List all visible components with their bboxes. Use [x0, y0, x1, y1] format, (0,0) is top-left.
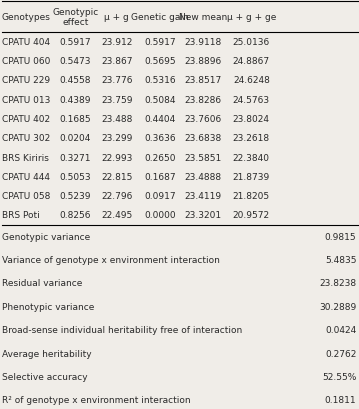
Text: CPATU 013: CPATU 013	[2, 96, 50, 104]
Text: 0.5239: 0.5239	[60, 192, 91, 200]
Text: 23.7606: 23.7606	[184, 115, 222, 124]
Text: CPATU 302: CPATU 302	[2, 134, 50, 143]
Text: Residual variance: Residual variance	[2, 279, 82, 288]
Text: 30.2889: 30.2889	[319, 302, 356, 311]
Text: Phenotypic variance: Phenotypic variance	[2, 302, 94, 311]
Text: 21.8739: 21.8739	[233, 173, 270, 181]
Text: 22.993: 22.993	[101, 153, 132, 162]
Text: 23.6838: 23.6838	[184, 134, 222, 143]
Text: 23.4888: 23.4888	[184, 173, 222, 181]
Text: Broad-sense individual heritability free of interaction: Broad-sense individual heritability free…	[2, 326, 242, 334]
Text: R² of genotype x environment interaction: R² of genotype x environment interaction	[2, 396, 190, 404]
Text: New mean: New mean	[179, 13, 227, 22]
Text: 22.495: 22.495	[101, 211, 132, 220]
Text: 0.5917: 0.5917	[60, 38, 91, 47]
Text: 23.8286: 23.8286	[184, 96, 222, 104]
Text: Selective accuracy: Selective accuracy	[2, 372, 88, 381]
Text: 23.8517: 23.8517	[184, 76, 222, 85]
Text: CPATU 229: CPATU 229	[2, 76, 50, 85]
Text: 0.0000: 0.0000	[144, 211, 176, 220]
Text: μ + g: μ + g	[104, 13, 129, 22]
Text: 0.5473: 0.5473	[60, 57, 91, 66]
Text: 0.0424: 0.0424	[325, 326, 356, 334]
Text: 5.4835: 5.4835	[325, 256, 356, 264]
Text: BRS Kiriris: BRS Kiriris	[2, 153, 49, 162]
Text: 23.2618: 23.2618	[233, 134, 270, 143]
Text: 0.5084: 0.5084	[144, 96, 176, 104]
Text: 20.9572: 20.9572	[233, 211, 270, 220]
Text: Variance of genotype x environment interaction: Variance of genotype x environment inter…	[2, 256, 220, 264]
Text: Genotypic
effect: Genotypic effect	[52, 8, 98, 27]
Text: 0.1687: 0.1687	[144, 173, 176, 181]
Text: 25.0136: 25.0136	[233, 38, 270, 47]
Text: 0.5053: 0.5053	[60, 173, 91, 181]
Text: 0.4404: 0.4404	[144, 115, 176, 124]
Text: 23.8024: 23.8024	[233, 115, 270, 124]
Text: 23.3201: 23.3201	[184, 211, 222, 220]
Text: 23.488: 23.488	[101, 115, 132, 124]
Text: 0.1811: 0.1811	[325, 396, 356, 404]
Text: 23.776: 23.776	[101, 76, 132, 85]
Text: Genotypes: Genotypes	[2, 13, 51, 22]
Text: 0.0204: 0.0204	[60, 134, 91, 143]
Text: CPATU 444: CPATU 444	[2, 173, 50, 181]
Text: 0.5695: 0.5695	[144, 57, 176, 66]
Text: 23.759: 23.759	[101, 96, 132, 104]
Text: BRS Poti: BRS Poti	[2, 211, 39, 220]
Text: 24.6248: 24.6248	[233, 76, 270, 85]
Text: 0.4389: 0.4389	[60, 96, 91, 104]
Text: CPATU 402: CPATU 402	[2, 115, 50, 124]
Text: 0.1685: 0.1685	[60, 115, 91, 124]
Text: 0.8256: 0.8256	[60, 211, 91, 220]
Text: 22.3840: 22.3840	[233, 153, 270, 162]
Text: 0.4558: 0.4558	[60, 76, 91, 85]
Text: 23.867: 23.867	[101, 57, 132, 66]
Text: 0.5316: 0.5316	[144, 76, 176, 85]
Text: μ + g + ge: μ + g + ge	[227, 13, 276, 22]
Text: 23.5851: 23.5851	[184, 153, 222, 162]
Text: 23.8238: 23.8238	[320, 279, 356, 288]
Text: CPATU 404: CPATU 404	[2, 38, 50, 47]
Text: 23.9118: 23.9118	[184, 38, 222, 47]
Text: 52.55%: 52.55%	[322, 372, 356, 381]
Text: 0.2762: 0.2762	[325, 349, 356, 357]
Text: 23.912: 23.912	[101, 38, 132, 47]
Text: Average heritability: Average heritability	[2, 349, 92, 357]
Text: Genotypic variance: Genotypic variance	[2, 232, 90, 241]
Text: 23.8896: 23.8896	[184, 57, 222, 66]
Text: 0.2650: 0.2650	[144, 153, 176, 162]
Text: 0.0917: 0.0917	[144, 192, 176, 200]
Text: CPATU 060: CPATU 060	[2, 57, 50, 66]
Text: 21.8205: 21.8205	[233, 192, 270, 200]
Text: 22.815: 22.815	[101, 173, 132, 181]
Text: 0.9815: 0.9815	[325, 232, 356, 241]
Text: CPATU 058: CPATU 058	[2, 192, 50, 200]
Text: 0.3636: 0.3636	[144, 134, 176, 143]
Text: 23.299: 23.299	[101, 134, 132, 143]
Text: 0.3271: 0.3271	[60, 153, 91, 162]
Text: Genetic gain: Genetic gain	[131, 13, 188, 22]
Text: 22.796: 22.796	[101, 192, 132, 200]
Text: 24.8867: 24.8867	[233, 57, 270, 66]
Text: 23.4119: 23.4119	[184, 192, 222, 200]
Text: 0.5917: 0.5917	[144, 38, 176, 47]
Text: 24.5763: 24.5763	[233, 96, 270, 104]
